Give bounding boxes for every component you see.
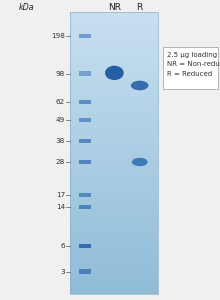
Text: 28: 28: [56, 159, 65, 165]
Bar: [79, 71, 91, 76]
Text: 49: 49: [56, 117, 65, 123]
FancyBboxPatch shape: [163, 46, 218, 88]
Text: 38: 38: [56, 138, 65, 144]
Text: 3: 3: [60, 268, 65, 274]
Text: 14: 14: [56, 204, 65, 210]
Ellipse shape: [105, 66, 124, 80]
Bar: [79, 193, 91, 197]
Bar: [79, 160, 91, 164]
Text: NR: NR: [108, 3, 121, 12]
Bar: [79, 139, 91, 143]
Bar: [79, 269, 91, 274]
Bar: [79, 244, 91, 248]
Text: 198: 198: [51, 33, 65, 39]
Ellipse shape: [131, 81, 149, 90]
Bar: [79, 205, 91, 209]
Text: 2.5 μg loading
NR = Non-reduced
R = Reduced: 2.5 μg loading NR = Non-reduced R = Redu…: [167, 52, 220, 76]
Text: 17: 17: [56, 192, 65, 198]
Text: 98: 98: [56, 70, 65, 76]
Text: R: R: [137, 3, 143, 12]
Bar: [70, 12, 158, 294]
Text: 62: 62: [56, 99, 65, 105]
Text: kDa: kDa: [19, 3, 34, 12]
Text: 6: 6: [60, 243, 65, 249]
Bar: [79, 34, 91, 38]
Bar: [79, 118, 91, 122]
Bar: [79, 100, 91, 104]
Ellipse shape: [132, 158, 148, 166]
